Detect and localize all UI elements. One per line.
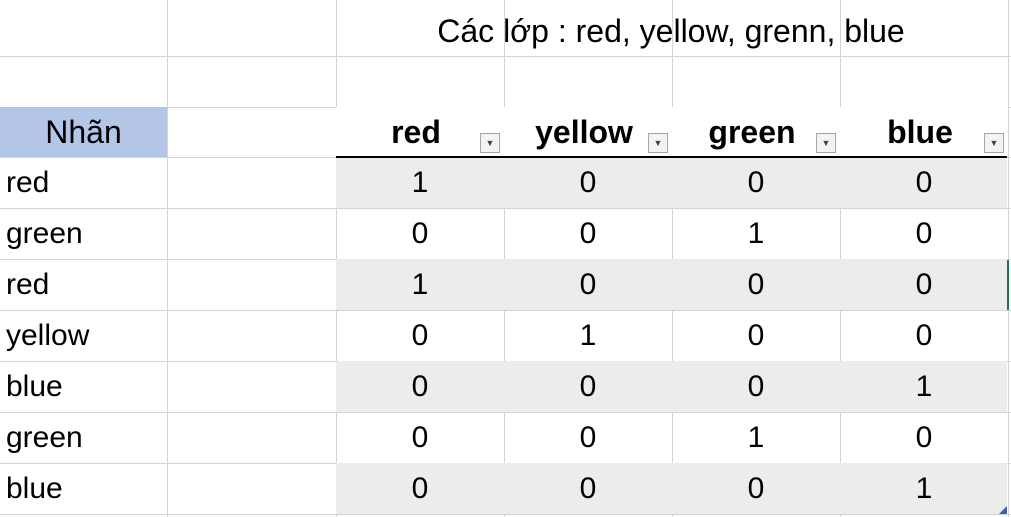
value-cell[interactable]: 0 [579,267,597,301]
row-band [336,463,1007,514]
value-cell[interactable]: 0 [747,369,765,403]
gridline-vertical [504,0,505,517]
filter-dropdown-icon[interactable]: ▼ [984,133,1004,153]
value-cell[interactable]: 1 [747,216,765,250]
column-header-green[interactable]: green ▼ [672,107,840,157]
value-cell[interactable]: 0 [579,216,597,250]
gridline-vertical [336,0,337,517]
gridline-horizontal [0,208,1011,209]
value-cell[interactable]: 0 [915,165,933,199]
row-band [336,157,1007,208]
column-header-label: yellow [535,113,633,150]
value-cell[interactable]: 0 [411,318,429,352]
value-cell[interactable]: 0 [915,318,933,352]
value-cell[interactable]: 0 [915,216,933,250]
value-cell[interactable]: 1 [747,420,765,454]
gridline-horizontal [0,412,1011,413]
gridline-vertical [672,0,673,517]
active-cell-marker [1007,260,1009,310]
row-band [336,361,1007,412]
value-cell[interactable]: 0 [915,267,933,301]
label-cell[interactable]: yellow [6,318,90,352]
sheet-title-cell[interactable]: Các lớp : red, yellow, grenn, blue [437,12,905,49]
value-cell[interactable]: 0 [747,471,765,505]
value-cell[interactable]: 1 [411,267,429,301]
value-cell[interactable]: 0 [411,420,429,454]
value-cell[interactable]: 0 [747,267,765,301]
value-cell[interactable]: 1 [915,471,933,505]
table-resize-handle[interactable] [999,506,1007,514]
column-header-blue[interactable]: blue ▼ [840,107,1008,157]
column-header-label: green [708,113,796,150]
gridline-horizontal [0,310,1011,311]
label-cell[interactable]: blue [6,471,63,505]
value-cell[interactable]: 0 [747,165,765,199]
value-cell[interactable]: 0 [579,471,597,505]
value-cell[interactable]: 0 [579,420,597,454]
label-cell[interactable]: red [6,165,50,199]
label-header-cell[interactable]: Nhãn [0,107,167,157]
gridline-vertical [167,0,168,517]
value-cell[interactable]: 0 [579,165,597,199]
gridline-vertical [840,0,841,517]
value-cell[interactable]: 0 [747,318,765,352]
filter-dropdown-icon[interactable]: ▼ [480,133,500,153]
value-cell[interactable]: 0 [411,471,429,505]
value-cell[interactable]: 1 [915,369,933,403]
filter-dropdown-icon[interactable]: ▼ [648,133,668,153]
gridline-horizontal [0,514,1011,515]
value-cell[interactable]: 1 [411,165,429,199]
value-cell[interactable]: 0 [579,369,597,403]
column-header-label: red [391,113,441,150]
label-cell[interactable]: green [6,420,83,454]
label-cell[interactable]: red [6,267,50,301]
value-cell[interactable]: 0 [915,420,933,454]
label-cell[interactable]: blue [6,369,63,403]
value-cell[interactable]: 1 [579,318,597,352]
column-header-red[interactable]: red ▼ [336,107,504,157]
table-header-border [336,156,1007,158]
value-cell[interactable]: 0 [411,216,429,250]
gridline-vertical [1008,0,1009,517]
row-band [336,259,1007,310]
label-cell[interactable]: green [6,216,83,250]
column-header-label: blue [887,113,953,150]
column-header-yellow[interactable]: yellow ▼ [504,107,672,157]
gridline-horizontal [0,56,1011,57]
filter-dropdown-icon[interactable]: ▼ [816,133,836,153]
value-cell[interactable]: 0 [411,369,429,403]
